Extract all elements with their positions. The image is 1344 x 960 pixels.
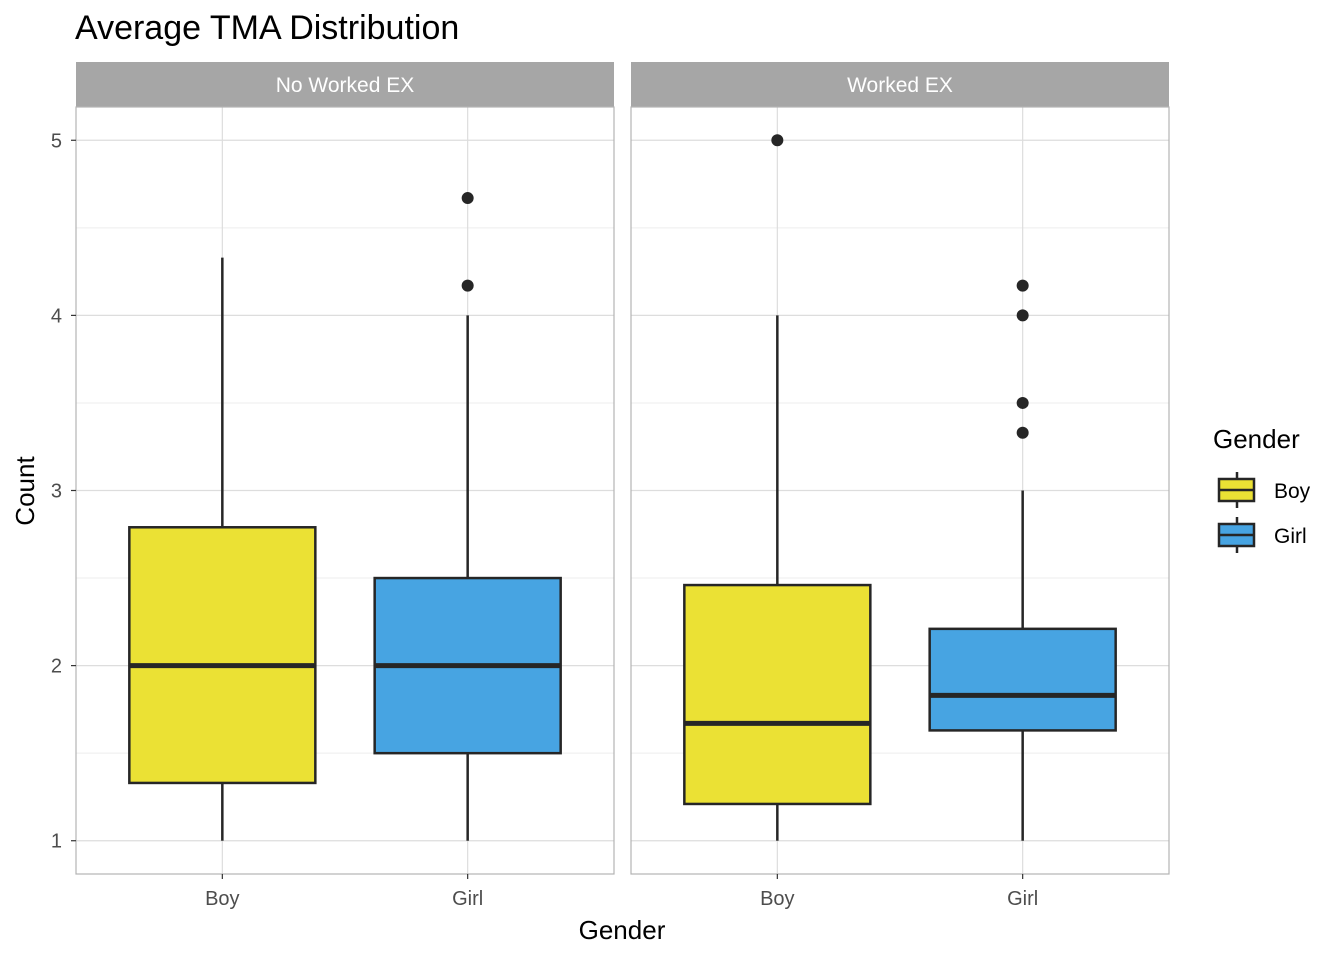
x-tick-label: Boy — [760, 888, 794, 910]
outlier-point — [771, 134, 784, 147]
strip-label: Worked EX — [847, 74, 953, 97]
x-tick-label: Girl — [1007, 888, 1038, 910]
box-boy — [683, 134, 872, 841]
y-tick-label: 2 — [51, 656, 62, 678]
box-girl — [373, 192, 562, 841]
legend-label: Girl — [1274, 525, 1307, 548]
legend-label: Boy — [1274, 480, 1311, 503]
strip-label: No Worked EX — [276, 74, 415, 97]
y-tick-label: 3 — [51, 481, 62, 503]
box-boy — [128, 257, 317, 841]
panel-border — [630, 106, 1170, 875]
chart-title: Average TMA Distribution — [75, 9, 459, 47]
panels: No Worked EX Boy Girl Worked EX Boy Girl 1 2 3 4 5 — [51, 62, 1170, 910]
y-axis-title: Count — [10, 456, 40, 526]
y-axis: 1 2 3 4 5 — [51, 130, 76, 853]
box-girl — [928, 279, 1117, 841]
x-axis-title: Gender — [579, 915, 666, 945]
box-body — [128, 526, 317, 785]
outlier-point — [1016, 309, 1029, 322]
legend-title: Gender — [1213, 424, 1300, 454]
y-tick-label: 4 — [51, 305, 62, 327]
box-body — [928, 627, 1117, 732]
outlier-point — [1016, 396, 1029, 409]
outlier-point — [461, 279, 474, 292]
strip-background — [76, 62, 614, 107]
strip-background — [631, 62, 1169, 107]
y-tick-label: 1 — [51, 831, 62, 853]
legend-key-boy — [1217, 472, 1256, 508]
box-body — [683, 583, 872, 806]
outlier-point — [1016, 279, 1029, 292]
x-tick-label: Girl — [452, 888, 483, 910]
panel-1: Worked EX Boy Girl — [630, 62, 1170, 910]
panel-0: No Worked EX Boy Girl — [75, 62, 615, 910]
outlier-point — [461, 192, 474, 205]
y-tick-label: 5 — [51, 130, 62, 152]
legend: Gender Boy Girl — [1213, 424, 1311, 553]
outlier-point — [1016, 426, 1029, 439]
x-tick-label: Boy — [205, 888, 239, 910]
legend-key-girl — [1217, 517, 1256, 553]
